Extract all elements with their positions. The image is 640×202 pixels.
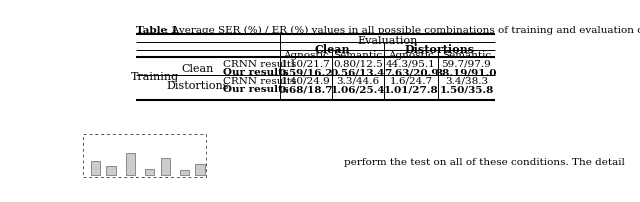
Text: Table 1: Table 1 <box>136 26 178 35</box>
Text: : Average SER (%) / ER (%) values in all possible combinations of training and e: : Average SER (%) / ER (%) values in all… <box>165 26 640 35</box>
Text: Our results: Our results <box>223 85 288 94</box>
Bar <box>83 135 205 177</box>
Text: Agnostic: Agnostic <box>283 51 329 60</box>
Text: CRNN results: CRNN results <box>223 60 296 68</box>
Text: Agnostic: Agnostic <box>388 51 434 60</box>
Text: 1.40/24.9: 1.40/24.9 <box>281 77 331 85</box>
Text: Distortions: Distortions <box>166 80 228 90</box>
Text: Clean: Clean <box>181 63 214 73</box>
Text: 59.7/97.9: 59.7/97.9 <box>442 60 492 68</box>
Text: CRNN results: CRNN results <box>223 77 296 85</box>
Text: perform the test on all of these conditions. The detail: perform the test on all of these conditi… <box>344 157 625 166</box>
Text: 1.06/25.4: 1.06/25.4 <box>331 85 385 94</box>
Text: 3.3/44.6: 3.3/44.6 <box>336 77 380 85</box>
Bar <box>106 166 116 175</box>
Text: 1.50/35.8: 1.50/35.8 <box>439 85 493 94</box>
Text: Training: Training <box>131 72 179 82</box>
Text: Distortions: Distortions <box>404 43 474 54</box>
Bar <box>180 170 189 175</box>
Bar <box>195 164 205 175</box>
Text: 0.56/13.4: 0.56/13.4 <box>331 68 385 77</box>
Text: Clean: Clean <box>314 43 349 54</box>
Text: Evaluation: Evaluation <box>357 36 417 46</box>
Bar <box>125 154 135 175</box>
Text: Semantic: Semantic <box>442 51 491 60</box>
Text: 3.4/38.3: 3.4/38.3 <box>445 77 488 85</box>
Bar <box>145 169 154 175</box>
Text: Semantic: Semantic <box>333 51 383 60</box>
Text: 38.19/91.0: 38.19/91.0 <box>436 68 497 77</box>
Text: 7.63/20.9: 7.63/20.9 <box>383 68 438 77</box>
Text: Our results: Our results <box>223 68 288 77</box>
Text: 0.59/16.2: 0.59/16.2 <box>278 68 333 77</box>
Bar <box>161 158 170 175</box>
Text: 44.3/95.1: 44.3/95.1 <box>386 60 436 68</box>
Text: 1.01/27.8: 1.01/27.8 <box>383 85 438 94</box>
Bar <box>91 161 100 175</box>
Text: 1.10/21.7: 1.10/21.7 <box>281 60 331 68</box>
Text: 0.80/12.5: 0.80/12.5 <box>333 60 383 68</box>
Text: 0.68/18.7: 0.68/18.7 <box>278 85 333 94</box>
Text: 1.6/24.7: 1.6/24.7 <box>389 77 433 85</box>
